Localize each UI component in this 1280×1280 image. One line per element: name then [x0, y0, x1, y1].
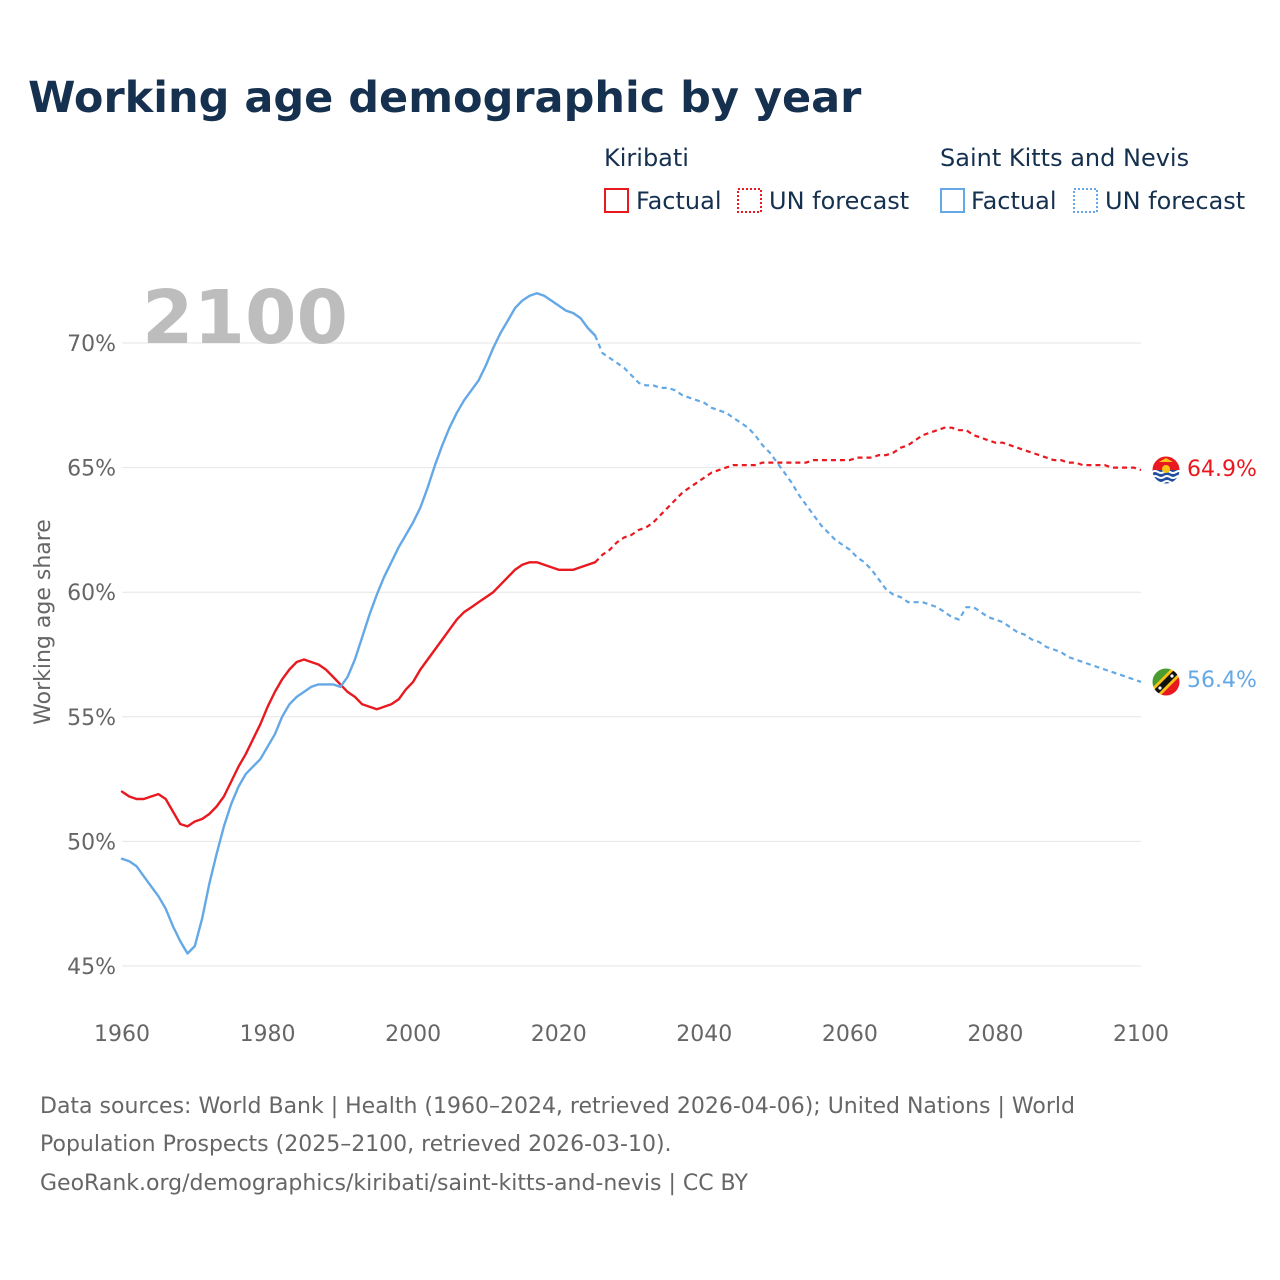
legend-swatch-skn-factual[interactable]	[940, 188, 965, 213]
y-tick-label: 45%	[67, 955, 116, 980]
y-tick-label: 60%	[67, 581, 116, 606]
series-line-saint-kitts-and-nevis-forecast	[594, 335, 1142, 683]
legend-label-kiribati-forecast[interactable]: UN forecast	[769, 187, 909, 215]
x-tick-label: 2020	[531, 1022, 587, 1047]
x-tick-label: 2000	[385, 1022, 441, 1047]
y-axis-label: Working age share	[31, 519, 56, 725]
y-tick-label: 70%	[67, 332, 116, 357]
end-label-saint-kitts-and-nevis: 56.4%	[1187, 668, 1257, 693]
series-line-saint-kitts-and-nevis-factual	[120, 292, 597, 955]
legend-label-skn-forecast[interactable]: UN forecast	[1105, 187, 1245, 215]
chart-title: Working age demographic by year	[28, 73, 862, 123]
saint-kitts-and-nevis-flag-icon	[1151, 667, 1181, 697]
source-line-2: Population Prospects (2025–2100, retriev…	[40, 1132, 672, 1157]
x-tick-label: 1960	[94, 1022, 150, 1047]
series-lines	[120, 292, 1142, 955]
end-label-kiribati: 64.9%	[1187, 457, 1257, 482]
gridlines	[122, 342, 1141, 967]
legend-swatch-kiribati-forecast[interactable]	[737, 188, 762, 213]
y-tick-label: 55%	[67, 706, 116, 731]
legend-label-skn-factual[interactable]: Factual	[971, 187, 1057, 215]
x-tick-label: 2060	[822, 1022, 878, 1047]
y-tick-label: 50%	[67, 830, 116, 855]
legend-swatch-skn-forecast[interactable]	[1073, 188, 1098, 213]
x-tick-label: 2100	[1113, 1022, 1169, 1047]
series-line-kiribati-factual	[120, 561, 597, 828]
x-axis-ticks: 1960 1980 2000 2020 2040 2060 2080 2100	[94, 1022, 1169, 1047]
series-line-kiribati-forecast	[594, 426, 1142, 564]
legend: Kiribati Factual UN forecast Saint Kitts…	[604, 144, 1245, 215]
y-axis-ticks: 45% 50% 55% 60% 65% 70%	[67, 332, 116, 980]
year-watermark: 2100	[142, 275, 348, 361]
source-line-1: Data sources: World Bank | Health (1960–…	[40, 1094, 1075, 1119]
x-tick-label: 2080	[967, 1022, 1023, 1047]
legend-group-kiribati: Kiribati	[604, 144, 689, 172]
x-tick-label: 2040	[676, 1022, 732, 1047]
y-tick-label: 65%	[67, 457, 116, 482]
legend-swatch-kiribati-factual[interactable]	[604, 188, 629, 213]
legend-label-kiribati-factual[interactable]: Factual	[636, 187, 722, 215]
legend-group-saint-kitts-and-nevis: Saint Kitts and Nevis	[940, 144, 1189, 172]
x-tick-label: 1980	[240, 1022, 296, 1047]
source-link[interactable]: GeoRank.org/demographics/kiribati/saint-…	[40, 1171, 748, 1196]
kiribati-flag-icon	[1151, 455, 1181, 485]
